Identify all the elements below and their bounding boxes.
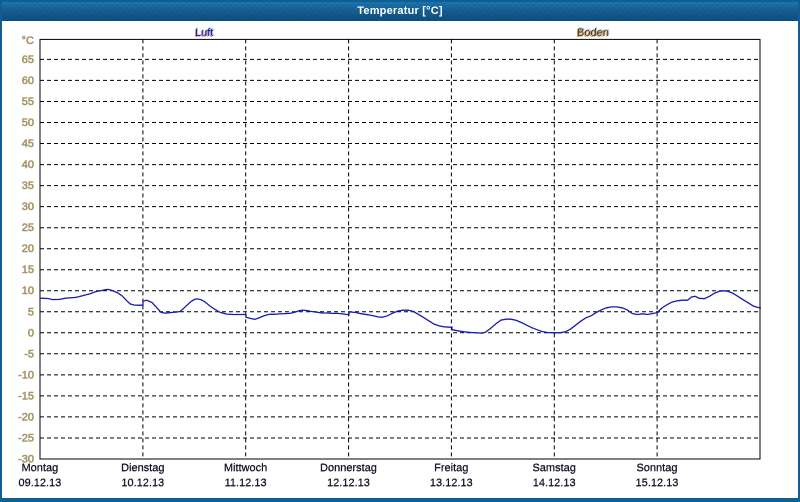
svg-text:Montag: Montag	[22, 462, 59, 474]
svg-text:°C: °C	[22, 35, 34, 47]
svg-text:30: 30	[22, 201, 34, 213]
svg-text:Freitag: Freitag	[434, 462, 468, 474]
svg-text:45: 45	[22, 138, 34, 150]
svg-text:Sonntag: Sonntag	[637, 462, 678, 474]
svg-text:10: 10	[22, 285, 34, 297]
svg-text:0: 0	[28, 327, 34, 339]
svg-text:25: 25	[22, 222, 34, 234]
svg-text:-20: -20	[18, 411, 34, 423]
svg-text:-5: -5	[24, 348, 34, 360]
svg-text:-25: -25	[18, 433, 34, 445]
svg-text:15: 15	[22, 264, 34, 276]
svg-text:Samstag: Samstag	[533, 462, 576, 474]
svg-text:Donnerstag: Donnerstag	[320, 462, 377, 474]
svg-text:Dienstag: Dienstag	[121, 462, 164, 474]
svg-text:12.12.13: 12.12.13	[327, 477, 370, 489]
svg-text:55: 55	[22, 96, 34, 108]
svg-text:10.12.13: 10.12.13	[121, 477, 164, 489]
svg-text:5: 5	[28, 306, 34, 318]
svg-text:14.12.13: 14.12.13	[533, 477, 576, 489]
svg-text:50: 50	[22, 117, 34, 129]
svg-text:Mittwoch: Mittwoch	[224, 462, 267, 474]
svg-text:40: 40	[22, 159, 34, 171]
svg-text:11.12.13: 11.12.13	[225, 477, 267, 489]
svg-text:-15: -15	[18, 390, 34, 402]
svg-text:20: 20	[22, 243, 34, 255]
svg-text:-10: -10	[18, 369, 34, 381]
svg-text:60: 60	[22, 75, 34, 87]
svg-text:65: 65	[22, 54, 34, 66]
svg-text:35: 35	[22, 180, 34, 192]
svg-text:15.12.13: 15.12.13	[636, 477, 679, 489]
svg-text:09.12.13: 09.12.13	[19, 477, 62, 489]
svg-text:13.12.13: 13.12.13	[430, 477, 473, 489]
